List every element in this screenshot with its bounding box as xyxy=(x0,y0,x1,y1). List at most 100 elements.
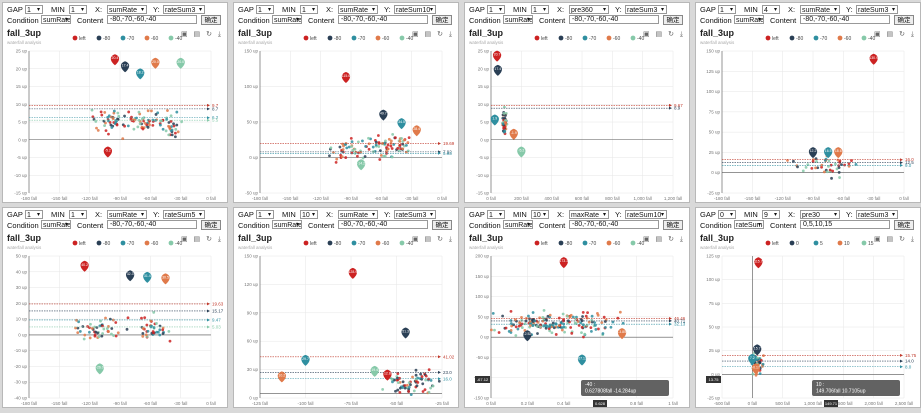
legend-item[interactable]: -60 xyxy=(837,35,852,42)
legend-item[interactable]: left xyxy=(72,240,87,247)
scatter-plot[interactable]: left -80 -70 -60 -40 0 up 30 up 60 up 90 up 120 u… xyxy=(234,208,459,408)
marker-pin[interactable]: 20.7 xyxy=(492,50,502,62)
y-select[interactable]: rateSum5 ▾ xyxy=(163,210,205,219)
scatter-plot[interactable]: left -80 -70 -60 -40 -15 up -10 up -5 up 0 up 5 u… xyxy=(3,3,228,203)
legend-item[interactable]: -80 xyxy=(96,35,111,42)
marker-pin[interactable]: 7.2 xyxy=(748,353,757,365)
content-input[interactable]: -80,-70,-60,-40 xyxy=(107,15,197,24)
legend-item[interactable]: -60 xyxy=(375,240,390,247)
y-select[interactable]: rateSum3 ▾ xyxy=(856,5,898,14)
marker-pin[interactable]: -67.12 xyxy=(577,354,587,366)
confirm-button[interactable]: 确定 xyxy=(201,220,221,230)
legend-item[interactable]: left xyxy=(534,35,549,42)
min-select[interactable]: 9 ▾ xyxy=(762,210,780,219)
legend-item[interactable]: left xyxy=(534,240,549,247)
content-input[interactable]: -80,-70,-60,-40 xyxy=(107,220,197,229)
marker-pin[interactable]: 16.5 xyxy=(824,147,833,159)
marker-pin[interactable]: 12.2 xyxy=(808,147,818,159)
condition-select[interactable]: sumRate ▾ xyxy=(503,220,533,229)
marker-pin[interactable]: 20.4 xyxy=(110,54,120,66)
marker-pin[interactable]: -5.2 xyxy=(103,146,113,158)
marker-pin[interactable]: -3.85 xyxy=(617,328,627,340)
legend-item[interactable]: -80 xyxy=(327,35,342,42)
legend-item[interactable]: -80 xyxy=(327,240,342,247)
condition-select[interactable]: sumRate ▾ xyxy=(503,15,533,24)
x-select[interactable]: sumRate ▾ xyxy=(800,5,840,14)
legend-item[interactable]: 15 xyxy=(861,240,874,247)
legend-item[interactable]: -70 xyxy=(813,35,828,42)
scatter-plot[interactable]: left-80-70-60-40-150 up-100 up-50 up0 up… xyxy=(465,208,690,408)
marker-pin[interactable]: 130.9 xyxy=(869,53,878,65)
marker-pin[interactable]: 10.2 xyxy=(277,371,286,383)
legend-item[interactable]: -70 xyxy=(351,240,366,247)
marker-pin[interactable]: 32.3 xyxy=(125,270,135,282)
gap-select[interactable]: 1 ▾ xyxy=(256,210,274,219)
marker-pin[interactable]: 20.0 xyxy=(176,57,185,69)
min-select[interactable]: 10 ▾ xyxy=(300,210,318,219)
legend-item[interactable]: -60 xyxy=(144,240,159,247)
legend-item[interactable]: -40 xyxy=(168,35,183,42)
x-select[interactable]: pre360 ▾ xyxy=(569,5,609,14)
toolbox-icons[interactable]: ▣ ▤ ↻ ⤓ xyxy=(180,236,223,243)
marker-pin[interactable]: 49.7 xyxy=(379,109,388,121)
legend-item[interactable]: -40 xyxy=(630,35,645,42)
gap-select[interactable]: 1 ▾ xyxy=(25,5,43,14)
marker-pin[interactable]: 34.5 xyxy=(397,118,406,130)
scatter-plot[interactable]: left -80 -70 -60 -40 -25 up 0 up 25 up 50 up 75 u… xyxy=(696,3,921,203)
condition-select[interactable]: sumRate ▾ xyxy=(41,15,71,24)
marker-pin[interactable]: -26.0 xyxy=(95,363,104,375)
condition-select[interactable]: sumRate ▾ xyxy=(41,220,71,229)
y-select[interactable]: rateSum10 ▾ xyxy=(394,5,436,14)
legend-item[interactable]: -80 xyxy=(789,35,804,42)
marker-pin[interactable]: 17.4 xyxy=(493,64,502,76)
marker-pin[interactable]: 51.3 xyxy=(401,327,410,339)
min-select[interactable]: 4 ▾ xyxy=(762,5,780,14)
legend-item[interactable]: -70 xyxy=(351,35,366,42)
marker-pin[interactable]: -0.17 xyxy=(751,363,761,375)
x-select[interactable]: sumRate ▾ xyxy=(107,5,147,14)
legend-item[interactable]: -80 xyxy=(96,240,111,247)
marker-pin[interactable]: 115.6 xyxy=(342,71,351,83)
y-select[interactable]: rateSum3 ▾ xyxy=(625,5,667,14)
y-select[interactable]: rateSum3 ▾ xyxy=(163,5,205,14)
marker-pin[interactable]: 18.6 xyxy=(834,147,843,159)
marker-pin[interactable]: 17.4 xyxy=(120,61,130,73)
y-select[interactable]: rateSum10 ▾ xyxy=(625,210,667,219)
marker-pin[interactable]: -14.2 xyxy=(356,159,366,171)
confirm-button[interactable]: 确定 xyxy=(894,15,914,25)
x-select[interactable]: maxRate ▾ xyxy=(569,210,609,219)
legend-item[interactable]: -60 xyxy=(375,35,390,42)
legend-item[interactable]: -80 xyxy=(558,35,573,42)
toolbox-icons[interactable]: ▣ ▤ ↻ ⤓ xyxy=(873,31,916,38)
marker-pin[interactable]: 12.8 xyxy=(383,369,392,381)
gap-select[interactable]: 1 ▾ xyxy=(256,5,274,14)
scatter-plot[interactable]: left -80 -70 -60 -40 -40 up -30 up -20 up -10 up… xyxy=(3,208,228,408)
legend-item[interactable]: -40 xyxy=(630,240,645,247)
legend-item[interactable]: 5 xyxy=(813,240,823,247)
legend-item[interactable]: -70 xyxy=(582,35,597,42)
content-input[interactable]: 0,5,10,15 xyxy=(800,220,890,229)
gap-select[interactable]: 1 ▾ xyxy=(487,210,505,219)
legend-item[interactable]: -70 xyxy=(120,240,135,247)
y-select[interactable]: rateSum3 ▾ xyxy=(394,210,436,219)
toolbox-icons[interactable]: ▣ ▤ ↻ ⤓ xyxy=(642,236,685,243)
min-select[interactable]: 1 ▾ xyxy=(531,5,549,14)
legend-item[interactable]: left xyxy=(303,240,318,247)
x-select[interactable]: sumRate ▾ xyxy=(338,210,378,219)
legend-item[interactable]: -40 xyxy=(168,240,183,247)
gap-select[interactable]: 0 ▾ xyxy=(718,210,736,219)
condition-select[interactable]: rateSum3 ▾ xyxy=(734,220,764,229)
marker-pin[interactable]: 15.7 xyxy=(753,344,762,356)
legend-item[interactable]: left xyxy=(765,35,780,42)
scatter-plot[interactable]: left 0 5 10 15 -25 up 0 up 25 up 50 up 75 up 100 u… xyxy=(696,208,921,408)
legend-item[interactable]: left xyxy=(765,240,780,247)
min-select[interactable]: 10 ▾ xyxy=(531,210,549,219)
legend-item[interactable]: -60 xyxy=(606,240,621,247)
marker-pin[interactable]: 19.4 xyxy=(370,365,379,377)
legend-item[interactable]: 0 xyxy=(789,240,799,247)
content-input[interactable]: -80,-70,-60,-40 xyxy=(338,220,428,229)
marker-pin[interactable]: 31.4 xyxy=(143,271,152,283)
legend-item[interactable]: -40 xyxy=(399,35,414,42)
confirm-button[interactable]: 确定 xyxy=(432,220,452,230)
legend-item[interactable]: left xyxy=(303,35,318,42)
